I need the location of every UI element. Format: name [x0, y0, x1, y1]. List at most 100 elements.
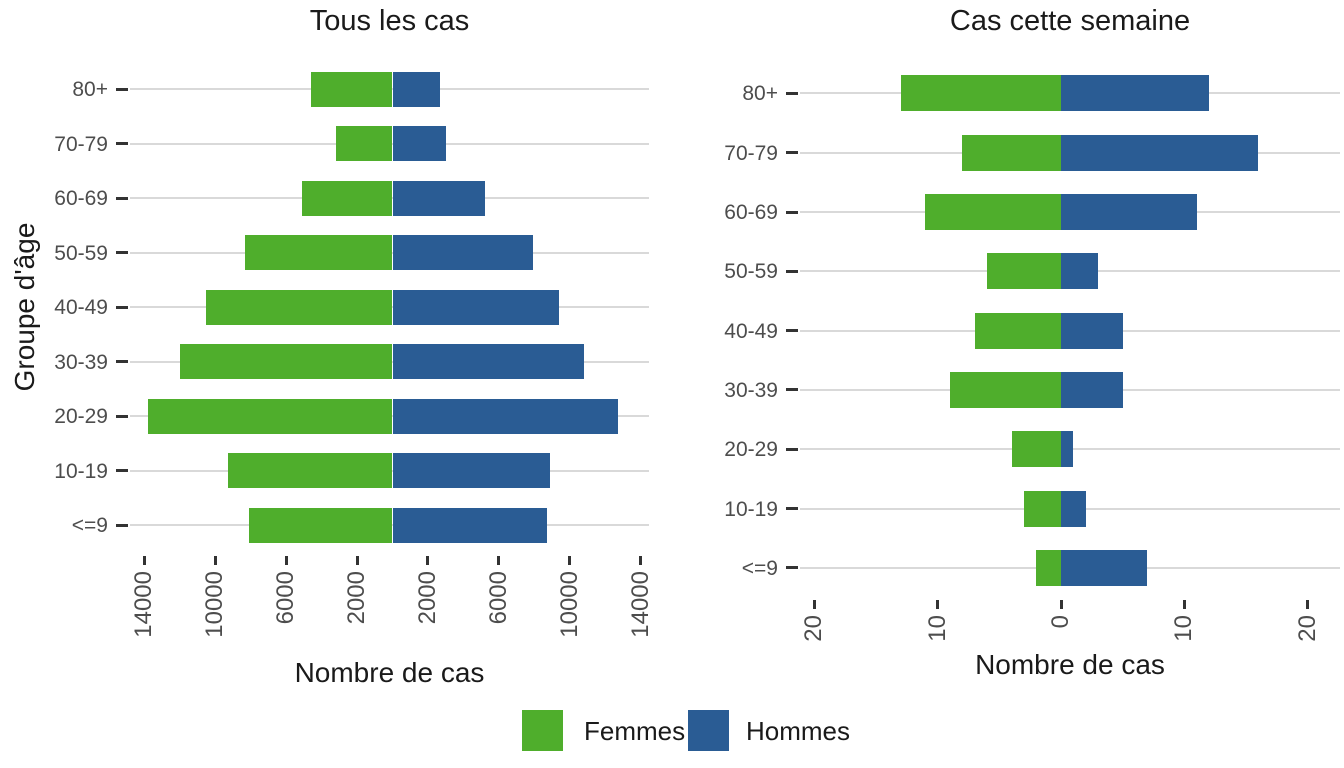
x-tick-1-3	[1182, 600, 1186, 609]
legend-label-femmes: Femmes	[584, 716, 686, 746]
x-tick-label-0-1: 10000	[201, 571, 229, 638]
y-tick-40-49	[116, 305, 128, 309]
bar-hommes-20-29	[392, 398, 618, 434]
x-tick-0-1	[213, 556, 217, 565]
y-tick-30-39	[786, 388, 798, 392]
age-label-40-49: 40-49	[724, 319, 778, 343]
bar-femmes-70-79	[335, 126, 393, 162]
age-label-10-19: 10-19	[54, 459, 108, 483]
bar-hommes-70-79	[1061, 134, 1259, 171]
bar-hommes-50-59	[1061, 253, 1098, 290]
bar-femmes-70-79	[962, 134, 1061, 171]
x-tick-label-1-4: 20	[1293, 615, 1321, 642]
age-label-70-79: 70-79	[54, 132, 108, 156]
left-chart-title: Tous les cas	[309, 5, 470, 37]
left-x-axis-title: Nombre de cas	[294, 657, 485, 688]
x-tick-1-0	[812, 600, 816, 609]
age-label-50-59: 50-59	[724, 260, 778, 284]
y-tick-10-19	[786, 507, 798, 510]
right-chart-title: Cas cette semaine	[949, 5, 1191, 37]
age-label-10-19: 10-19	[724, 497, 778, 521]
bar-hommes-10-19	[392, 453, 551, 489]
y-tick-60-69	[786, 210, 798, 214]
x-tick-1-4	[1306, 600, 1310, 609]
age-label-20-29: 20-29	[54, 405, 108, 429]
y-tick-70-79	[116, 142, 128, 146]
age-label-20-29: 20-29	[724, 438, 778, 462]
y-tick-20-29	[116, 414, 128, 418]
bar-hommes-70-79	[392, 126, 446, 162]
bar-femmes-50-59	[245, 235, 393, 271]
age-label-<=9: <=9	[71, 514, 108, 538]
legend-label-hommes: Hommes	[746, 716, 851, 746]
age-label-30-39: 30-39	[54, 350, 108, 374]
age-label-60-69: 60-69	[54, 187, 108, 211]
bar-hommes-40-49	[392, 289, 560, 325]
x-tick-0-4	[426, 556, 430, 565]
y-tick-<=9	[116, 523, 128, 527]
bar-femmes-<=9	[1036, 549, 1061, 586]
age-label-40-49: 40-49	[54, 296, 108, 320]
x-tick-label-0-3: 2000	[343, 571, 371, 625]
x-tick-0-7	[639, 556, 643, 565]
x-tick-label-1-2: 0	[1047, 615, 1074, 629]
bar-femmes-60-69	[302, 180, 393, 216]
bar-femmes-60-69	[925, 194, 1061, 230]
y-tick-40-49	[786, 329, 798, 333]
bar-femmes-50-59	[987, 253, 1061, 290]
y-tick-30-39	[116, 360, 128, 364]
x-tick-label-1-1: 10	[923, 615, 951, 642]
x-tick-label-0-4: 2000	[413, 571, 441, 625]
bar-femmes-30-39	[179, 344, 393, 380]
bar-femmes-30-39	[950, 371, 1061, 408]
x-tick-label-0-5: 6000	[484, 571, 512, 625]
bar-hommes-80+	[392, 71, 441, 107]
y-tick-60-69	[116, 196, 128, 200]
bar-hommes-<=9	[1061, 549, 1148, 586]
bar-femmes-80+	[310, 71, 393, 107]
legend-swatch-femmes	[522, 710, 563, 751]
bar-hommes-20-29	[1061, 431, 1074, 468]
bar-femmes-20-29	[147, 398, 393, 434]
bar-hommes-60-69	[1061, 194, 1197, 230]
x-tick-1-2	[1059, 600, 1063, 609]
x-tick-0-3	[355, 556, 359, 565]
y-tick-80+	[786, 91, 798, 95]
age-label-30-39: 30-39	[724, 378, 778, 402]
x-tick-0-0	[142, 556, 146, 565]
bar-hommes-10-19	[1061, 490, 1086, 527]
y-tick-50-59	[116, 251, 128, 255]
legend-swatch-hommes	[688, 710, 729, 751]
age-label-<=9: <=9	[741, 556, 778, 580]
x-tick-0-2	[284, 556, 288, 565]
right-x-axis-title: Nombre de cas	[975, 649, 1165, 680]
y-tick-80+	[116, 87, 128, 91]
age-label-50-59: 50-59	[54, 241, 108, 265]
x-tick-label-0-6: 10000	[555, 571, 583, 638]
y-tick-<=9	[786, 566, 798, 570]
bar-femmes-40-49	[206, 289, 393, 325]
y-tick-10-19	[116, 469, 128, 473]
bar-femmes-20-29	[1011, 431, 1061, 468]
x-tick-0-6	[568, 556, 572, 565]
x-tick-label-0-2: 6000	[272, 571, 300, 625]
y-tick-20-29	[786, 447, 798, 451]
x-tick-label-1-0: 20	[800, 615, 828, 642]
bar-femmes-40-49	[974, 312, 1061, 349]
y-tick-50-59	[786, 269, 798, 273]
bar-femmes-10-19	[1024, 490, 1061, 527]
bar-femmes-80+	[900, 75, 1061, 112]
age-label-60-69: 60-69	[724, 201, 778, 224]
bar-hommes-50-59	[392, 235, 533, 271]
bar-hommes-30-39	[1061, 371, 1123, 408]
x-tick-label-0-0: 14000	[130, 571, 158, 638]
bar-hommes-30-39	[392, 344, 584, 380]
x-tick-1-1	[936, 600, 940, 609]
x-tick-label-1-3: 10	[1170, 615, 1198, 642]
bar-hommes-60-69	[392, 180, 485, 216]
bar-hommes-80+	[1061, 75, 1209, 112]
bar-femmes-10-19	[227, 453, 393, 489]
x-tick-label-0-7: 14000	[626, 571, 654, 638]
y-tick-70-79	[786, 151, 798, 155]
